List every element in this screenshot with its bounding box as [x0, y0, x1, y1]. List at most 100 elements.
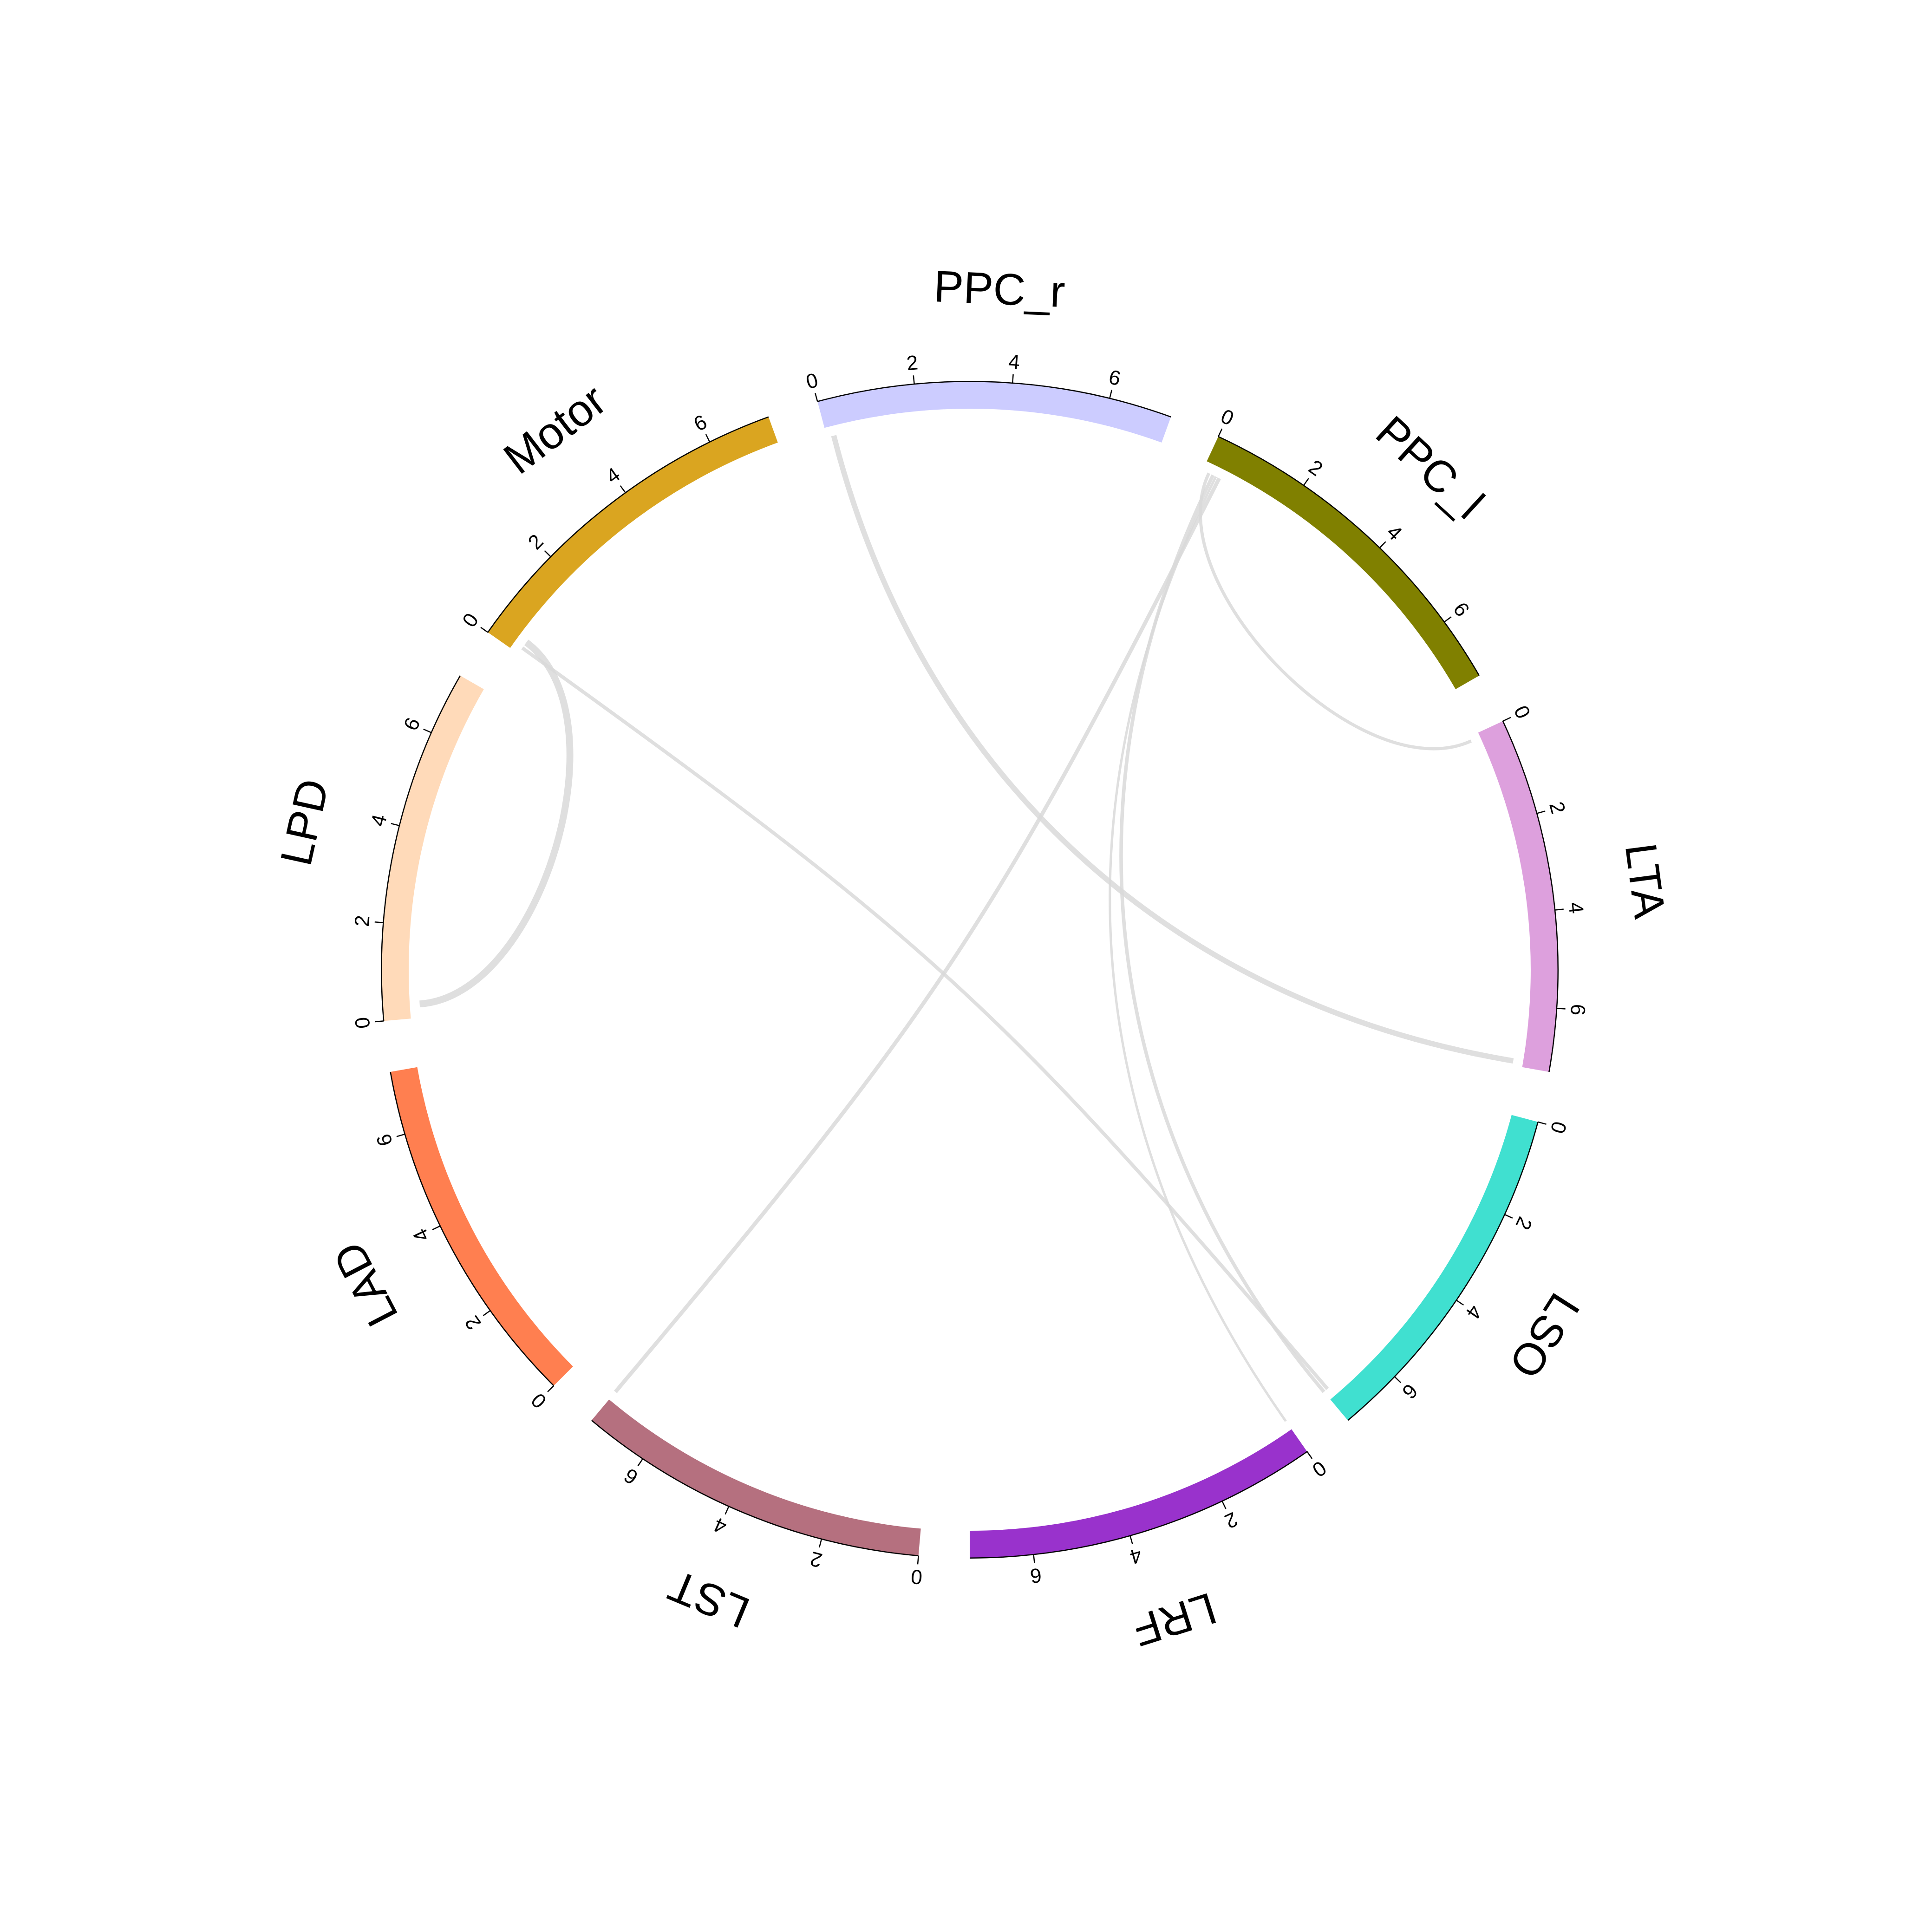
- tick-label-LST-6: 6: [620, 1464, 642, 1489]
- tick-LRF-6: [1033, 1554, 1035, 1563]
- sector-axis-LSO: [1347, 1122, 1539, 1421]
- sector-label-LRF: LRF: [1127, 1583, 1222, 1656]
- sector-PPC_r: [817, 381, 1171, 443]
- tick-LST-6: [637, 1458, 644, 1467]
- tick-PPC_l-2: [1303, 478, 1309, 486]
- sector-axis-LTA: [1502, 721, 1559, 1072]
- link-PPC_l-LRF: [1109, 476, 1287, 1422]
- tick-PPC_r-4: [1012, 374, 1014, 383]
- tick-label-LAD-0: 0: [527, 1389, 551, 1413]
- tick-PPC_l-4: [1379, 541, 1386, 548]
- links-layer: [419, 435, 1514, 1422]
- sector-axis-Motor: [487, 416, 769, 633]
- tick-LPD-6: [423, 728, 432, 733]
- tick-LAD-0: [547, 1385, 555, 1392]
- link-PPC_l-LST: [614, 477, 1221, 1393]
- tick-LRF-0: [1306, 1451, 1313, 1459]
- tick-LSO-0: [1538, 1121, 1547, 1125]
- tick-label-Motor-0: 0: [458, 609, 483, 631]
- tick-label-PPC_r-2: 2: [906, 351, 919, 375]
- tick-label-LTA-4: 4: [1564, 901, 1588, 914]
- tick-label-LRF-0: 0: [1308, 1456, 1330, 1482]
- tick-label-LAD-2: 2: [461, 1312, 486, 1334]
- tick-LSO-6: [1394, 1376, 1402, 1384]
- tick-label-LSO-2: 2: [1511, 1214, 1537, 1234]
- tick-LAD-4: [432, 1225, 441, 1231]
- tick-label-LST-4: 4: [710, 1513, 730, 1539]
- tick-LTA-4: [1554, 908, 1564, 911]
- tick-label-LPD-4: 4: [366, 812, 392, 829]
- sector-label-LSO: LSO: [1499, 1285, 1589, 1387]
- sector-axis-PPC_l: [1218, 436, 1480, 676]
- labels-layer: PPC_r PPC_l LTA LSO LRF LST LAD LPD Motor: [271, 261, 1675, 1656]
- tick-LAD-2: [483, 1310, 491, 1316]
- tick-PPC_r-6: [1109, 390, 1113, 399]
- tick-label-Motor-6: 6: [690, 411, 711, 436]
- tick-LPD-2: [374, 921, 384, 923]
- sector-label-LTA: LTA: [1615, 840, 1674, 921]
- sector-Motor: [488, 417, 778, 648]
- tick-Motor-4: [620, 485, 626, 493]
- tick-PPC_l-6: [1443, 616, 1452, 623]
- tick-LSO-4: [1456, 1299, 1464, 1306]
- sector-label-LPD: LPD: [271, 775, 339, 870]
- tick-label-Motor-2: 2: [524, 530, 548, 554]
- tick-PPC_l-0: [1218, 428, 1223, 437]
- sector-label-PPC_r: PPC_r: [933, 261, 1066, 317]
- sector-axis-PPC_r: [817, 381, 1171, 418]
- tick-LTA-2: [1536, 810, 1546, 814]
- sector-LRF: [970, 1429, 1307, 1558]
- sector-LST: [591, 1399, 921, 1556]
- tick-label-LAD-4: 4: [409, 1225, 434, 1245]
- tick-LAD-6: [396, 1133, 405, 1137]
- sector-LAD: [390, 1067, 573, 1386]
- sector-axis-LST: [591, 1420, 919, 1557]
- tick-LST-2: [818, 1539, 822, 1548]
- sector-LPD: [381, 675, 484, 1021]
- tick-label-LRF-2: 2: [1221, 1508, 1241, 1533]
- sector-label-LAD: LAD: [324, 1234, 408, 1334]
- tick-label-LSO-0: 0: [1546, 1119, 1571, 1136]
- tick-LPD-4: [391, 822, 400, 826]
- tick-label-LTA-0: 0: [1509, 702, 1535, 722]
- tick-label-PPC_r-6: 6: [1106, 366, 1123, 390]
- tick-Motor-0: [480, 627, 489, 633]
- tick-LRF-2: [1221, 1501, 1227, 1509]
- tick-LST-0: [917, 1555, 919, 1565]
- tick-label-PPC_l-4: 4: [1382, 521, 1406, 545]
- tick-label-PPC_l-6: 6: [1449, 598, 1474, 621]
- sector-axis-LRF: [969, 1451, 1308, 1559]
- tick-label-LPD-6: 6: [399, 714, 425, 734]
- sector-PPC_l: [1207, 437, 1479, 689]
- sector-label-Motor: Motor: [495, 375, 615, 483]
- tick-Motor-6: [705, 434, 711, 443]
- tick-label-LSO-4: 4: [1461, 1301, 1486, 1323]
- tick-LRF-4: [1129, 1535, 1133, 1544]
- tick-LSO-2: [1504, 1214, 1513, 1219]
- tick-label-LRF-4: 4: [1127, 1543, 1144, 1568]
- tick-label-LSO-6: 6: [1397, 1379, 1422, 1403]
- sectors-layer: [381, 381, 1558, 1558]
- sector-label-LST: LST: [662, 1560, 757, 1638]
- tick-Motor-2: [544, 550, 551, 557]
- tick-PPC_r-0: [815, 393, 818, 402]
- link-Motor-LSO: [521, 646, 1329, 1390]
- tick-LPD-0: [375, 1020, 384, 1023]
- tick-label-LTA-6: 6: [1566, 1003, 1590, 1016]
- sector-label-PPC_l: PPC_l: [1366, 406, 1493, 529]
- link-Motor-LPD: [419, 640, 574, 1008]
- sector-LSO: [1330, 1115, 1538, 1421]
- tick-label-LAD-6: 6: [372, 1131, 397, 1149]
- sector-axis-LPD: [381, 675, 461, 1021]
- tick-label-LST-2: 2: [808, 1547, 824, 1572]
- tick-label-LTA-2: 2: [1545, 799, 1570, 816]
- tick-label-LST-0: 0: [910, 1565, 923, 1589]
- tick-LST-4: [724, 1506, 730, 1515]
- link-PPC_l-LTA: [1199, 472, 1472, 751]
- ticks-layer: 0 2 4 6 0 2 4 6 0 2 4 6 0 2 4 6 0 2 4 6 0 2 4 6 0 2 4 6 0 2 4 6 0 2 4 6: [351, 350, 1590, 1588]
- tick-label-PPC_l-0: 0: [1217, 405, 1237, 431]
- tick-label-PPC_r-4: 4: [1008, 350, 1021, 374]
- tick-label-PPC_r-0: 0: [803, 369, 820, 394]
- tick-label-LRF-6: 6: [1029, 1564, 1043, 1587]
